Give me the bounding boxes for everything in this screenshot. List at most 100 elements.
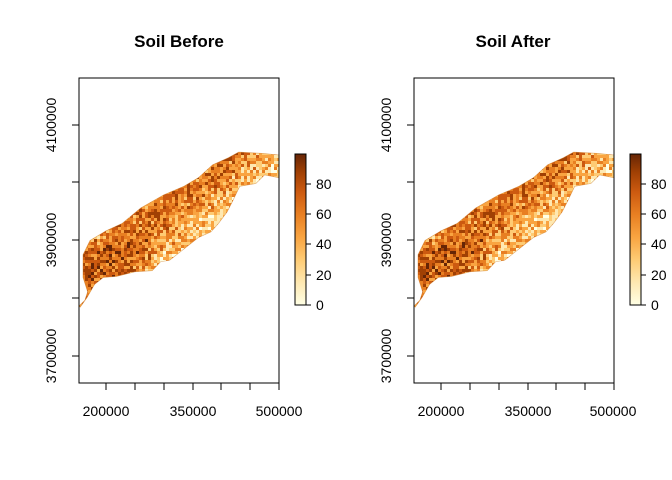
raster-cell — [169, 275, 172, 278]
raster-cell — [274, 161, 277, 164]
raster-cell — [88, 197, 91, 200]
raster-cell — [555, 185, 558, 188]
raster-cell — [549, 170, 552, 173]
raster-cell — [157, 158, 160, 161]
raster-cell — [238, 254, 241, 257]
raster-cell — [489, 152, 492, 155]
raster-cell — [268, 176, 271, 179]
raster-cell — [534, 206, 537, 209]
raster-cell — [582, 206, 585, 209]
raster-cell — [160, 224, 163, 227]
raster-cell — [570, 167, 573, 170]
raster-cell — [127, 242, 130, 245]
raster-cell — [220, 290, 223, 293]
raster-cell — [109, 176, 112, 179]
raster-cell — [157, 302, 160, 305]
raster-cell — [127, 275, 130, 278]
raster-cell — [193, 179, 196, 182]
raster-cell — [97, 293, 100, 296]
raster-cell — [441, 194, 444, 197]
raster-cell — [184, 224, 187, 227]
raster-cell — [154, 269, 157, 272]
raster-cell — [429, 200, 432, 203]
raster-cell — [181, 299, 184, 302]
raster-cell — [136, 305, 139, 308]
raster-cell — [232, 233, 235, 236]
raster-cell — [501, 206, 504, 209]
raster-cell — [184, 221, 187, 224]
raster-cell — [244, 254, 247, 257]
raster-cell — [262, 269, 265, 272]
raster-cell — [103, 260, 106, 263]
raster-cell — [211, 254, 214, 257]
raster-cell — [172, 281, 175, 284]
raster-cell — [106, 257, 109, 260]
raster-cell — [274, 221, 277, 224]
raster-cell — [600, 176, 603, 179]
raster-cell — [489, 158, 492, 161]
raster-cell — [187, 290, 190, 293]
raster-cell — [274, 263, 277, 266]
raster-cell — [265, 176, 268, 179]
raster-cell — [151, 236, 154, 239]
raster-cell — [235, 209, 238, 212]
raster-cell — [507, 179, 510, 182]
raster-cell — [151, 158, 154, 161]
raster-cell — [259, 242, 262, 245]
raster-cell — [151, 263, 154, 266]
raster-cell — [196, 269, 199, 272]
raster-cell — [549, 188, 552, 191]
raster-cell — [151, 287, 154, 290]
raster-cell — [256, 260, 259, 263]
raster-cell — [247, 224, 250, 227]
raster-cell — [172, 203, 175, 206]
raster-cell — [265, 290, 268, 293]
raster-cell — [238, 173, 241, 176]
raster-cell — [124, 197, 127, 200]
raster-cell — [91, 272, 94, 275]
raster-cell — [531, 215, 534, 218]
raster-cell — [468, 194, 471, 197]
raster-cell — [154, 158, 157, 161]
raster-cell — [100, 209, 103, 212]
raster-cell — [429, 182, 432, 185]
raster-cell — [489, 212, 492, 215]
raster-cell — [253, 251, 256, 254]
raster-cell — [88, 245, 91, 248]
raster-cell — [247, 254, 250, 257]
raster-cell — [603, 161, 606, 164]
raster-cell — [606, 200, 609, 203]
raster-cell — [247, 215, 250, 218]
raster-cell — [247, 284, 250, 287]
raster-cell — [142, 155, 145, 158]
raster-cell — [567, 215, 570, 218]
raster-cell — [178, 167, 181, 170]
raster-cell — [154, 239, 157, 242]
raster-cell — [142, 158, 145, 161]
raster-cell — [259, 167, 262, 170]
raster-cell — [202, 251, 205, 254]
raster-cell — [253, 254, 256, 257]
raster-cell — [573, 164, 576, 167]
raster-cell — [438, 203, 441, 206]
raster-cell — [103, 275, 106, 278]
raster-cell — [594, 164, 597, 167]
raster-cell — [229, 239, 232, 242]
raster-cell — [139, 293, 142, 296]
raster-cell — [175, 299, 178, 302]
raster-cell — [522, 161, 525, 164]
raster-cell — [160, 239, 163, 242]
raster-cell — [160, 275, 163, 278]
raster-cell — [492, 215, 495, 218]
raster-cell — [208, 221, 211, 224]
raster-cell — [148, 263, 151, 266]
raster-cell — [214, 218, 217, 221]
raster-cell — [417, 185, 420, 188]
raster-cell — [519, 200, 522, 203]
raster-cell — [432, 173, 435, 176]
raster-cell — [462, 164, 465, 167]
raster-cell — [94, 254, 97, 257]
raster-cell — [238, 272, 241, 275]
raster-cell — [250, 230, 253, 233]
raster-cell — [244, 263, 247, 266]
